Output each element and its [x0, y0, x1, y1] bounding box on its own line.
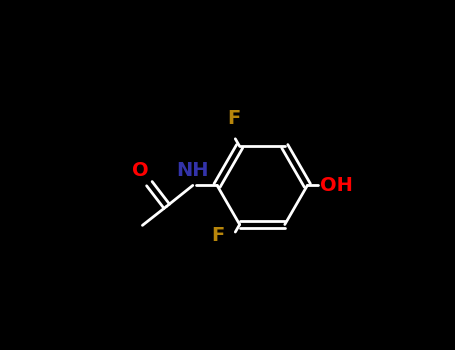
Text: O: O — [132, 161, 149, 180]
Text: OH: OH — [319, 176, 352, 195]
Text: F: F — [212, 226, 225, 245]
Text: NH: NH — [177, 161, 209, 180]
Text: F: F — [227, 110, 240, 128]
